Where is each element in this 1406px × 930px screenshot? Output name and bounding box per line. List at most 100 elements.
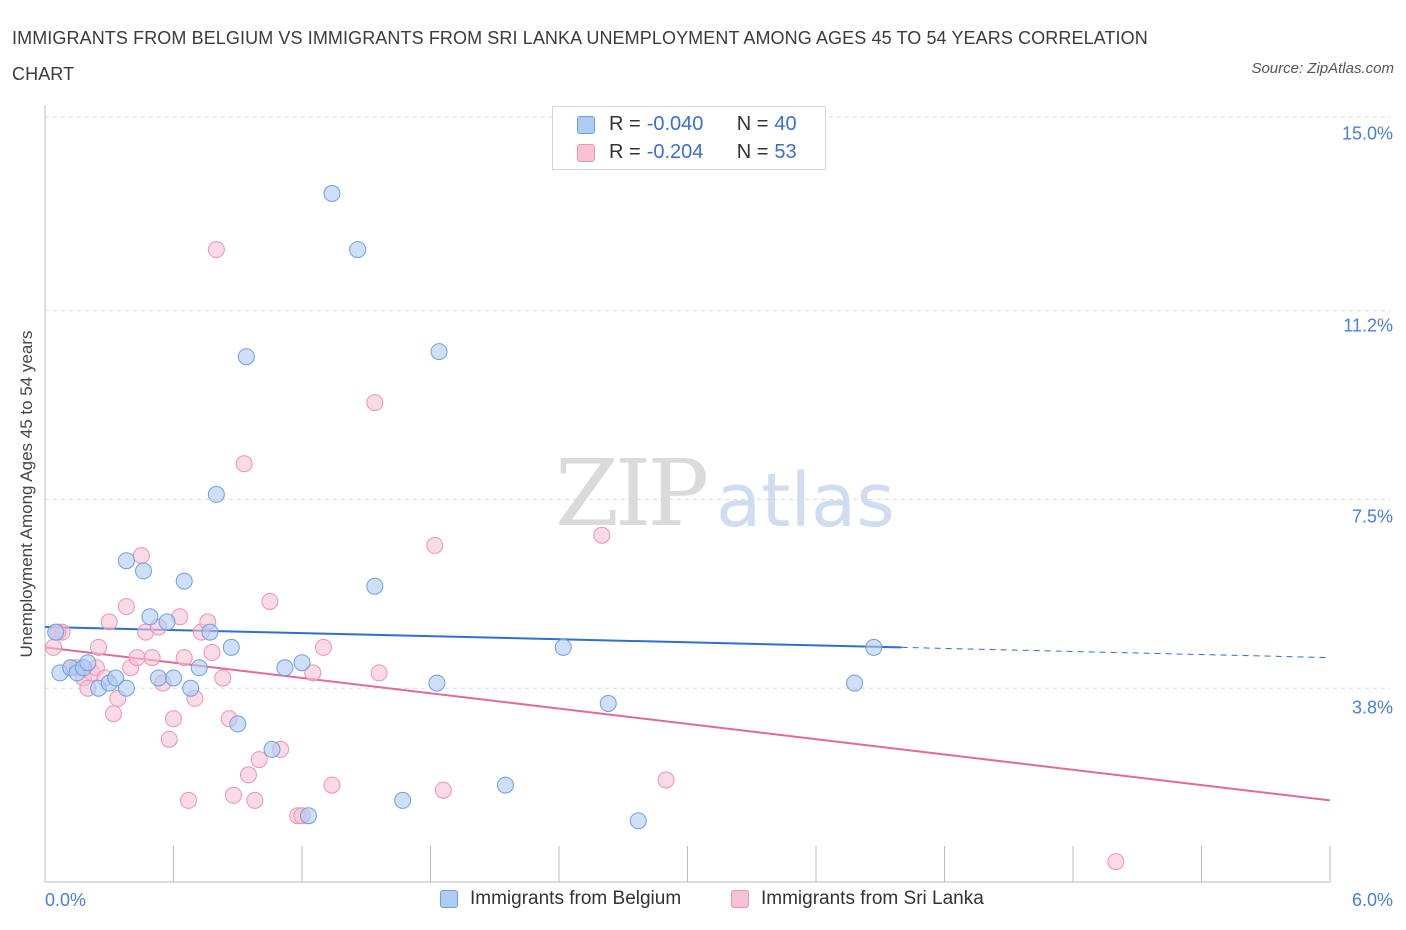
srilanka-point bbox=[128, 649, 146, 667]
data-points bbox=[45, 185, 1125, 871]
srilanka-point bbox=[143, 649, 161, 667]
srilanka-point bbox=[203, 644, 221, 661]
srilanka-point bbox=[105, 705, 123, 723]
srilanka-point bbox=[175, 649, 193, 667]
belgium-point bbox=[263, 740, 281, 758]
srilanka-point bbox=[90, 638, 108, 656]
n-label: N = bbox=[736, 113, 769, 135]
legend-row-srilanka: R = -0.204 N = 53 bbox=[577, 141, 797, 164]
r-label: R = bbox=[609, 141, 641, 163]
source-label: Source: ZipAtlas.com bbox=[1251, 60, 1394, 77]
legend-label: Immigrants from Sri Lanka bbox=[761, 888, 984, 909]
belgium-point bbox=[117, 679, 135, 697]
belgium-point bbox=[629, 812, 647, 830]
belgium-point bbox=[428, 674, 446, 692]
r-value: -0.040 bbox=[646, 113, 704, 135]
srilanka-point bbox=[1107, 853, 1125, 871]
n-value: 40 bbox=[774, 113, 797, 135]
belgium-point bbox=[554, 638, 572, 656]
belgium-point bbox=[430, 343, 448, 361]
srilanka-point bbox=[250, 751, 268, 769]
r-label: R = bbox=[609, 113, 641, 135]
srilanka-swatch bbox=[577, 143, 595, 162]
srilanka-point bbox=[261, 593, 279, 610]
srilanka-swatch bbox=[731, 890, 749, 908]
y-tick-label: 3.8% bbox=[1351, 697, 1393, 718]
belgium-point bbox=[349, 241, 367, 259]
n-value: 53 bbox=[774, 141, 797, 163]
y-tick-label: 7.5% bbox=[1351, 506, 1393, 527]
srilanka-point bbox=[246, 791, 264, 809]
belgium-point bbox=[135, 562, 153, 580]
stats-legend: R = -0.040 N = 40 R = -0.204 N = 53 bbox=[552, 106, 826, 170]
belgium-point bbox=[229, 715, 247, 733]
gridlines bbox=[45, 116, 1390, 689]
srilanka-point bbox=[179, 791, 197, 809]
axes bbox=[44, 105, 1331, 883]
belgium-point bbox=[366, 577, 384, 595]
srilanka-point bbox=[593, 526, 611, 544]
belgium-swatch bbox=[440, 890, 458, 908]
y-axis-label: Unemployment Among Ages 45 to 54 years bbox=[17, 330, 36, 658]
belgium-point bbox=[79, 654, 97, 672]
srilanka-point bbox=[314, 638, 332, 656]
watermark-zip: ZIP bbox=[555, 440, 709, 547]
belgium-point bbox=[299, 807, 317, 825]
belgium-point bbox=[107, 669, 125, 687]
x-tick-label: 6.0% bbox=[1351, 890, 1393, 910]
belgium-point bbox=[182, 679, 200, 697]
srilanka-point bbox=[117, 598, 135, 616]
srilanka-point bbox=[370, 664, 388, 682]
chart-title: IMMIGRANTS FROM BELGIUM VS IMMIGRANTS FR… bbox=[12, 28, 1148, 84]
srilanka-point bbox=[366, 394, 384, 412]
belgium-point bbox=[47, 623, 65, 641]
srilanka-point bbox=[224, 786, 242, 804]
srilanka-point bbox=[323, 776, 341, 794]
belgium-point bbox=[865, 638, 883, 656]
belgium-point bbox=[323, 185, 341, 202]
belgium-point bbox=[175, 572, 193, 590]
belgium-trend-extension bbox=[901, 646, 1331, 659]
srilanka-trend-line bbox=[44, 646, 1331, 802]
watermark-atlas: atlas bbox=[716, 458, 895, 544]
belgium-point bbox=[394, 791, 412, 809]
y-tick-label: 15.0% bbox=[1341, 123, 1393, 144]
belgium-point bbox=[496, 776, 514, 794]
belgium-swatch bbox=[577, 115, 595, 134]
belgium-point bbox=[846, 674, 864, 692]
belgium-point bbox=[141, 608, 159, 626]
belgium-point bbox=[158, 613, 176, 631]
belgium-point bbox=[150, 669, 168, 687]
srilanka-point bbox=[434, 781, 452, 799]
belgium-point bbox=[222, 638, 240, 656]
legend-item-belgium[interactable]: Immigrants from Belgium bbox=[440, 888, 681, 910]
belgium-point bbox=[201, 623, 219, 641]
trend-lines bbox=[44, 626, 1331, 802]
r-value: -0.204 bbox=[646, 141, 704, 163]
srilanka-point bbox=[304, 664, 322, 682]
belgium-point bbox=[117, 552, 135, 570]
legend-row-belgium: R = -0.040 N = 40 bbox=[577, 113, 797, 136]
y-tick-label: 11.2% bbox=[1343, 315, 1393, 336]
legend-item-srilanka[interactable]: Immigrants from Sri Lanka bbox=[731, 888, 984, 910]
srilanka-point bbox=[160, 730, 178, 748]
srilanka-point bbox=[235, 455, 253, 473]
srilanka-point bbox=[657, 771, 675, 789]
belgium-trend-line bbox=[44, 626, 902, 649]
belgium-point bbox=[599, 695, 617, 712]
x-tick-label: 0.0% bbox=[45, 890, 87, 910]
belgium-point bbox=[207, 485, 225, 503]
belgium-point bbox=[190, 659, 208, 677]
n-label: N = bbox=[736, 141, 769, 163]
srilanka-point bbox=[214, 669, 232, 687]
belgium-point bbox=[165, 669, 182, 687]
srilanka-point bbox=[207, 241, 225, 259]
belgium-point bbox=[276, 659, 294, 677]
belgium-point bbox=[237, 348, 255, 366]
srilanka-point bbox=[132, 547, 150, 565]
srilanka-point bbox=[100, 613, 118, 631]
legend-label: Immigrants from Belgium bbox=[470, 888, 682, 909]
srilanka-point bbox=[45, 638, 63, 656]
srilanka-point bbox=[239, 766, 257, 784]
